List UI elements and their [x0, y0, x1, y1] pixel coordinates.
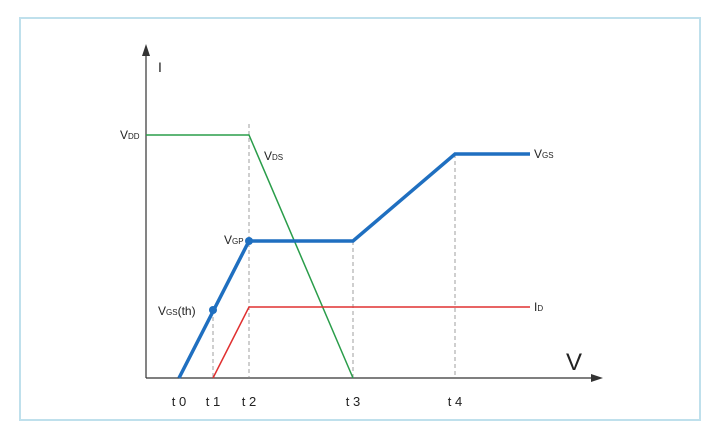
label-main: V — [158, 304, 166, 318]
threshold-point — [209, 306, 217, 314]
label-vdd: VDD — [120, 128, 140, 142]
label-sub: DD — [128, 132, 140, 141]
guides — [212, 124, 456, 378]
label-sub: D — [537, 304, 543, 313]
label-vgs-th: VGS(th) — [158, 304, 196, 318]
frame — [19, 17, 701, 421]
label-sub: GS — [542, 151, 554, 160]
tick-label: t 0 — [172, 394, 186, 409]
label-vds: VDS — [264, 149, 283, 163]
id-curve — [212, 306, 530, 379]
y-axis-label: I — [158, 59, 162, 75]
x-axis-label: V — [566, 349, 582, 376]
label-main: V — [224, 233, 232, 247]
label-vgs: VGS — [534, 147, 554, 161]
tick-label: t 2 — [242, 394, 256, 409]
tick-label: t 1 — [206, 394, 220, 409]
label-main: V — [120, 128, 128, 142]
label-suffix: (th) — [178, 304, 196, 318]
tick-label: t 4 — [448, 394, 462, 409]
x-arrow — [591, 374, 603, 382]
label-main: I — [534, 300, 537, 314]
label-main: V — [534, 147, 542, 161]
label-vgp: VGP — [224, 233, 244, 247]
plateau-point — [245, 237, 253, 245]
vgs-curve — [177, 152, 530, 379]
tick-label: t 3 — [346, 394, 360, 409]
vds-curve — [146, 134, 354, 379]
label-sub: GS — [166, 308, 178, 317]
label-sub: GP — [232, 237, 244, 246]
label-sub: DS — [272, 153, 283, 162]
label-main: V — [264, 149, 272, 163]
label-id: ID — [534, 300, 543, 314]
y-arrow — [142, 44, 150, 56]
time-ticks: t 0 t 1 t 2 t 3 t 4 — [172, 394, 462, 409]
